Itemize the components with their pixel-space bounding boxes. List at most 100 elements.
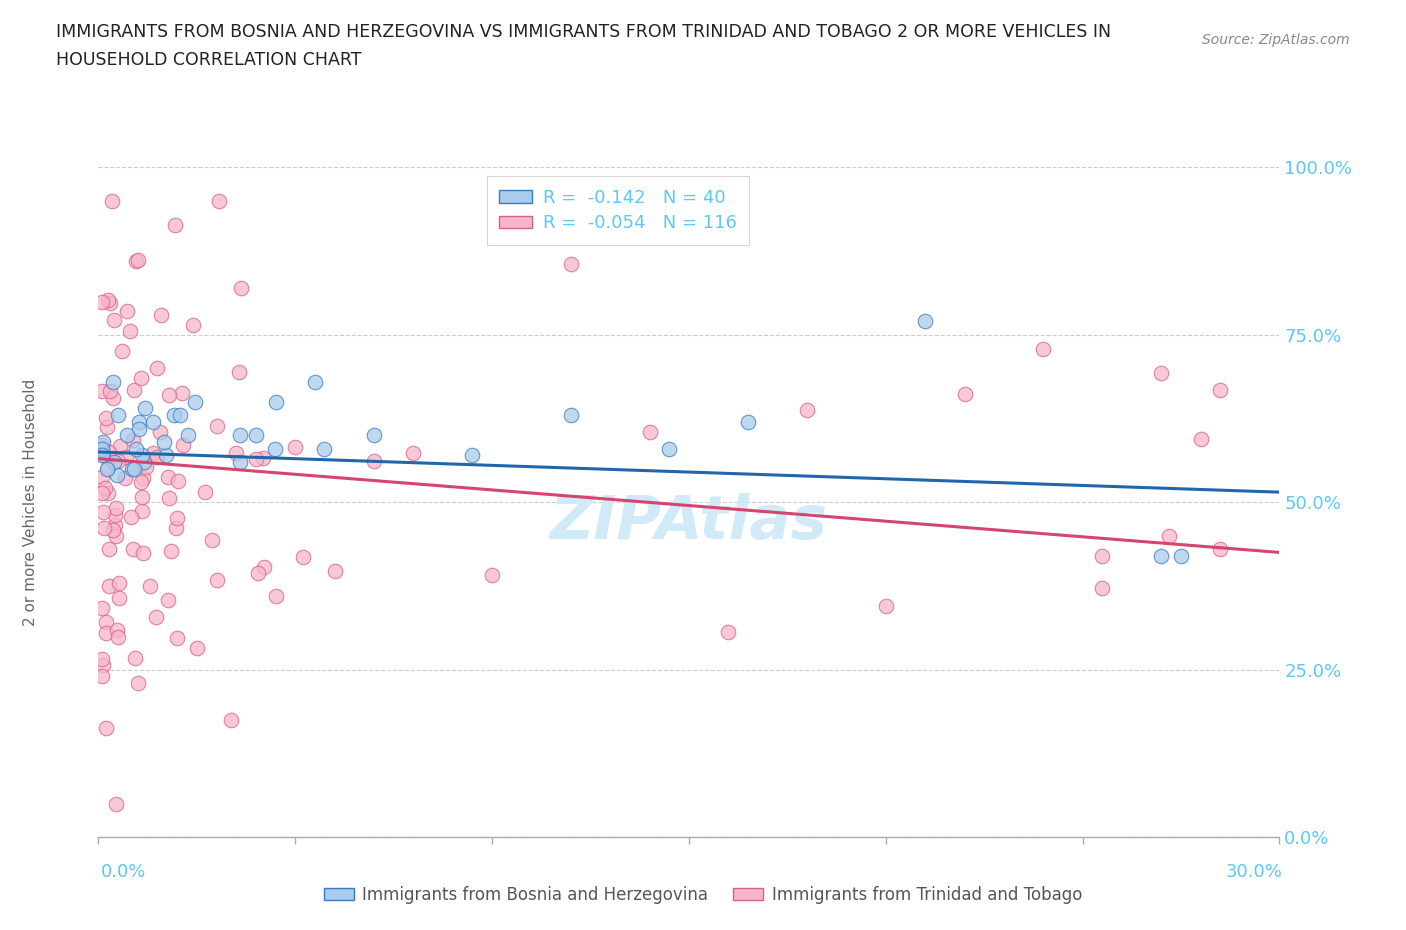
Point (91, 470, 114, 485)
Point (157, 470, 180, 485)
Point (183, 394, 205, 409)
Point (560, 257, 582, 272)
Point (108, 576, 131, 591)
Point (145, 609, 167, 624)
Point (91, 652, 114, 667)
Text: IMMIGRANTS FROM BOSNIA AND HERZEGOVINA VS IMMIGRANTS FROM TRINIDAD AND TOBAGO 2 : IMMIGRANTS FROM BOSNIA AND HERZEGOVINA V… (56, 23, 1111, 41)
Point (98, 296, 121, 311)
Point (142, 415, 165, 430)
Point (96, 626, 118, 641)
Point (105, 468, 128, 483)
Text: 0.0%: 0.0% (101, 863, 146, 882)
Point (170, 386, 193, 401)
Point (208, 193, 231, 208)
Point (98, 383, 121, 398)
Point (658, 441, 681, 456)
Point (205, 418, 228, 433)
Point (97, 578, 120, 593)
Point (96, 419, 118, 434)
Point (101, 193, 124, 208)
Point (914, 314, 936, 329)
Point (122, 432, 145, 447)
Text: HOUSEHOLD CORRELATION CHART: HOUSEHOLD CORRELATION CHART (56, 51, 361, 69)
Point (172, 438, 194, 453)
Point (246, 566, 269, 581)
Point (103, 455, 125, 470)
Point (107, 630, 129, 644)
Point (91, 601, 114, 616)
Point (127, 253, 149, 268)
Point (796, 403, 818, 418)
Point (363, 428, 385, 443)
Point (103, 312, 125, 327)
Legend: Immigrants from Bosnia and Herzegovina, Immigrants from Trinidad and Tobago: Immigrants from Bosnia and Herzegovina, … (318, 879, 1088, 910)
Point (101, 374, 124, 389)
Point (135, 459, 157, 474)
Point (160, 544, 183, 559)
Point (1159, 528, 1181, 543)
Point (107, 407, 129, 422)
Point (875, 599, 897, 614)
Point (108, 438, 131, 453)
Point (124, 441, 146, 456)
Point (194, 485, 217, 499)
Point (225, 445, 247, 460)
Point (114, 471, 136, 485)
Point (122, 382, 145, 397)
Point (717, 625, 740, 640)
Point (560, 407, 582, 422)
Point (638, 424, 661, 439)
Point (107, 454, 129, 469)
Point (91, 485, 114, 500)
Point (104, 796, 127, 811)
Point (104, 528, 127, 543)
Point (122, 461, 145, 476)
Point (177, 428, 200, 443)
Point (402, 446, 425, 461)
Point (167, 473, 190, 488)
Point (219, 712, 242, 727)
Point (1150, 365, 1173, 380)
Point (229, 428, 252, 443)
Point (229, 281, 252, 296)
Point (131, 504, 153, 519)
Point (245, 428, 267, 443)
Text: ZIPAtlas: ZIPAtlas (550, 493, 828, 551)
Point (152, 434, 174, 449)
Point (284, 440, 307, 455)
Point (94, 411, 117, 426)
Point (1091, 580, 1114, 595)
Point (121, 542, 143, 557)
Point (129, 371, 152, 386)
Point (1091, 549, 1114, 564)
Point (737, 415, 759, 430)
Point (96, 461, 118, 476)
Point (304, 374, 326, 389)
Point (201, 532, 224, 547)
Point (91, 442, 114, 457)
Point (146, 450, 169, 465)
Point (1150, 549, 1173, 564)
Point (115, 303, 138, 318)
Point (97, 485, 120, 500)
Point (166, 511, 188, 525)
Point (228, 365, 250, 379)
Point (205, 572, 228, 587)
Point (149, 307, 172, 322)
Point (163, 407, 186, 422)
Point (97, 445, 120, 460)
Point (245, 451, 267, 466)
Point (264, 441, 287, 456)
Point (253, 559, 276, 574)
Point (128, 415, 150, 430)
Point (91, 441, 114, 456)
Point (91, 448, 114, 463)
Point (121, 461, 143, 476)
Point (97, 542, 120, 557)
Point (124, 650, 146, 665)
Point (292, 550, 315, 565)
Point (145, 361, 167, 376)
Point (155, 448, 177, 463)
Point (363, 453, 385, 468)
Point (127, 675, 149, 690)
